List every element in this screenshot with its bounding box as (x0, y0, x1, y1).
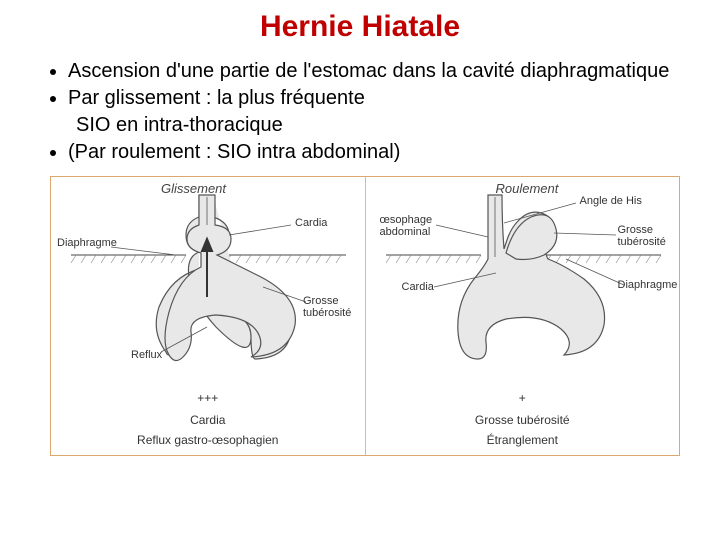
label-reflux-l: Reflux (131, 349, 162, 361)
caption-sub-right: Étranglement (366, 433, 680, 447)
bullet-2: Par glissement : la plus fréquente (68, 85, 690, 112)
caption-main-right: Grosse tubérosité (366, 413, 680, 427)
plus-right: + (366, 391, 680, 405)
page-title: Hernie Hiatale (0, 10, 720, 44)
label-cardia-r: Cardia (402, 281, 434, 293)
panel-glissement: Glissement (51, 177, 365, 455)
panel-roulement: Roulement (366, 177, 680, 455)
bullet-3: (Par roulement : SIO intra abdominal) (68, 139, 690, 166)
bullet-1: Ascension d'une partie de l'estomac dans… (68, 58, 690, 85)
figure-container: Glissement (50, 176, 680, 456)
label-cardia-l: Cardia (295, 217, 327, 229)
label-angle-his: Angle de His (580, 195, 642, 207)
bullet-list: Ascension d'une partie de l'estomac dans… (0, 58, 720, 166)
label-grosse-tub-l: Grosse tubérosité (303, 295, 363, 319)
bullet-2-cont: SIO en intra-thoracique (68, 112, 690, 139)
label-diaphragme-l: Diaphragme (57, 237, 117, 249)
caption-sub-left: Reflux gastro-œsophagien (51, 433, 365, 447)
caption-main-left: Cardia (51, 413, 365, 427)
label-grosse-tub-r: Grosse tubérosité (618, 225, 678, 248)
label-oesophage: œsophage abdominal (380, 215, 440, 238)
label-diaphragme-r: Diaphragme (618, 279, 678, 291)
plus-left: +++ (51, 391, 365, 405)
